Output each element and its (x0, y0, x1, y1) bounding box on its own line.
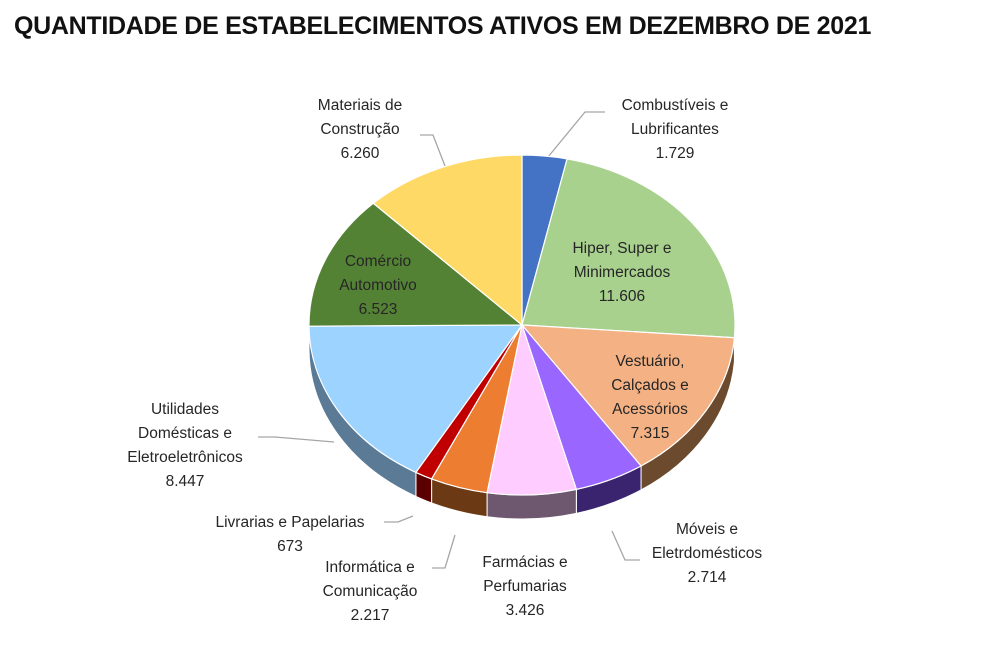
leader-line-informatica (432, 534, 456, 569)
pie-slice-1 (521, 158, 736, 339)
label-utilidades: Utilidades Domésticas e Eletroeletrônico… (127, 401, 243, 490)
label-hiper-super: Hiper, Super e Minimercados 11.606 (572, 240, 672, 305)
label-moveis: Móveis e Eletrdomésticos 2.714 (651, 521, 763, 586)
label-informatica: Informática e Comunicação 2.217 (322, 559, 418, 624)
label-vestuario: Vestuário, Calçados e Acessórios 7.315 (611, 353, 689, 442)
leader-lines (258, 111, 640, 569)
leader-line-materiais (420, 134, 446, 167)
leader-line-utilidades (258, 436, 335, 443)
label-comercio-automotivo: Comércio Automotivo 6.523 (339, 253, 417, 318)
pie-slices (308, 154, 736, 496)
label-combustiveis: Combustíveis e Lubrificantes 1.729 (621, 97, 729, 162)
label-materiais: Materiais de Construção 6.260 (317, 97, 403, 162)
chart-title: QUANTIDADE DE ESTABELECIMENTOS ATIVOS EM… (14, 12, 872, 40)
pie-slice-7 (308, 324, 524, 474)
pie-slice-2 (520, 324, 736, 467)
leader-line-combustiveis (547, 111, 605, 158)
label-farmacias: Farmácias e Perfumarias 3.426 (482, 554, 568, 619)
label-livrarias: Livrarias e Papelarias 673 (215, 514, 365, 555)
pie-slice-8 (308, 202, 524, 327)
leader-line-moveis (611, 530, 640, 561)
leader-line-livrarias (384, 515, 414, 523)
pie-slice-9 (372, 154, 523, 327)
